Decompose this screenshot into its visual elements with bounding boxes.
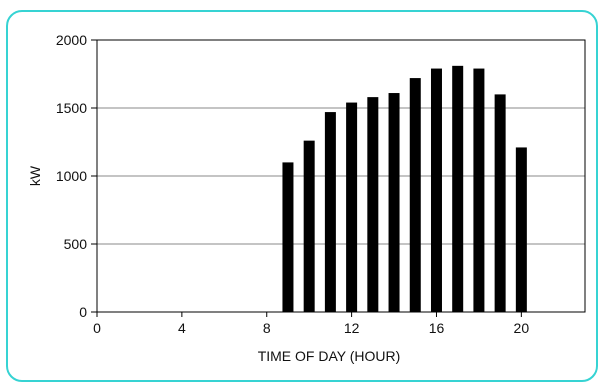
y-tick-label: 0 xyxy=(79,304,87,320)
x-tick-labels: 0 4 8 12 16 20 xyxy=(93,312,529,336)
y-tick-label: 1000 xyxy=(56,168,87,184)
y-tick-label: 2000 xyxy=(56,32,87,48)
y-tick-label: 1500 xyxy=(56,100,87,116)
bar xyxy=(388,93,400,312)
bar xyxy=(452,65,464,312)
bar xyxy=(367,97,379,313)
bar xyxy=(515,147,527,312)
bars xyxy=(282,65,527,313)
x-tick-label: 12 xyxy=(344,320,360,336)
y-tick-labels: 0 500 1000 1500 2000 xyxy=(56,32,97,320)
bar xyxy=(303,140,315,312)
bar xyxy=(473,68,485,312)
y-axis-label: kW xyxy=(27,165,43,186)
y-tick-label: 500 xyxy=(64,236,88,252)
bar xyxy=(494,94,506,313)
x-tick-label: 4 xyxy=(178,320,186,336)
x-axis-label: TIME OF DAY (HOUR) xyxy=(258,348,401,364)
x-tick-label: 0 xyxy=(93,320,101,336)
x-tick-label: 20 xyxy=(514,320,530,336)
x-tick-label: 8 xyxy=(263,320,271,336)
gridlines xyxy=(97,107,585,245)
bar xyxy=(409,78,421,312)
bar xyxy=(324,112,336,312)
x-tick-label: 16 xyxy=(429,320,445,336)
bar-chart: 0 500 1000 1500 2000 0 4 8 12 16 20 kW TIME OF DA… xyxy=(27,32,586,364)
bar xyxy=(282,162,294,312)
bar xyxy=(346,102,358,312)
bar xyxy=(430,68,442,312)
